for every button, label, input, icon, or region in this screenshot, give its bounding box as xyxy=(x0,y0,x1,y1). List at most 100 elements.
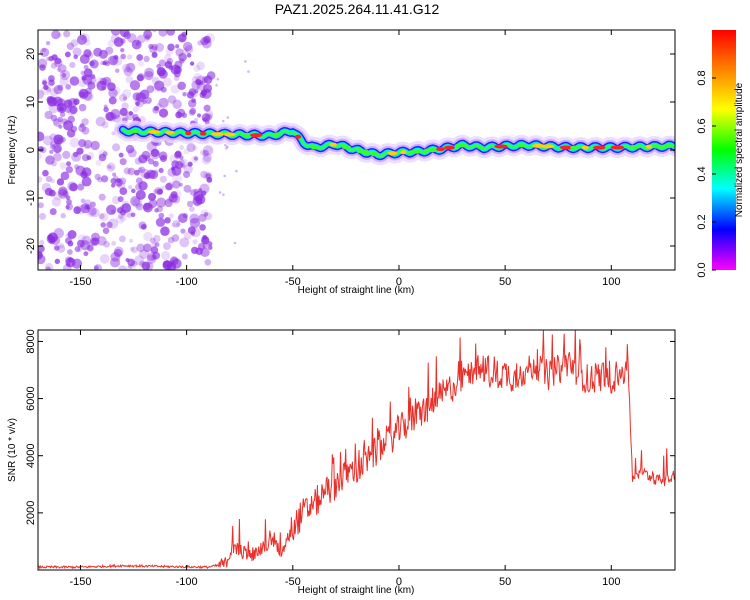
noise-speckle xyxy=(167,95,177,104)
signal-hotspot xyxy=(660,144,674,149)
signal-hotspot xyxy=(199,131,207,136)
noise-speckle xyxy=(96,235,107,246)
noise-speckle xyxy=(203,212,209,217)
noise-speckle xyxy=(167,43,175,51)
noise-speckle xyxy=(116,178,121,183)
noise-speckle xyxy=(59,162,67,170)
signal-hotspot xyxy=(400,150,407,155)
noise-speckle xyxy=(178,182,183,187)
noise-speckle xyxy=(69,61,76,69)
noise-speckle xyxy=(80,240,91,251)
noise-speckle xyxy=(130,246,138,254)
noise-speckle xyxy=(143,30,153,39)
signal-hotspot xyxy=(570,145,581,150)
noise-speckle xyxy=(135,101,140,106)
noise-speckle xyxy=(182,91,187,97)
noise-speckle xyxy=(63,30,71,38)
noise-speckle xyxy=(180,37,185,42)
noise-speckle xyxy=(104,61,110,67)
noise-speckle xyxy=(48,55,54,62)
noise-speckle xyxy=(177,81,186,91)
noise-speckle xyxy=(130,196,141,207)
noise-speckle xyxy=(134,157,143,165)
noise-speckle xyxy=(52,118,60,126)
noise-speckle xyxy=(169,154,179,164)
noise-speckle xyxy=(142,202,153,213)
noise-speckle xyxy=(150,148,160,157)
y-tick-label: -10 xyxy=(25,190,37,206)
noise-speckle xyxy=(136,74,144,82)
noise-speckle xyxy=(153,105,159,112)
noise-speckle xyxy=(170,84,180,94)
noise-speckle xyxy=(125,257,130,263)
noise-speckle xyxy=(90,207,100,218)
noise-speckle xyxy=(47,96,58,107)
noise-speckle xyxy=(175,111,183,119)
noise-speckle xyxy=(143,231,153,242)
noise-speckle xyxy=(143,172,151,180)
signal-hotspot xyxy=(423,148,438,153)
noise-speckle xyxy=(81,33,91,43)
noise-speckle xyxy=(148,43,154,50)
noise-speckle xyxy=(87,81,96,90)
noise-speckle xyxy=(152,106,160,114)
noise-speckle xyxy=(70,39,79,47)
noise-speckle xyxy=(158,30,168,37)
noise-speckle xyxy=(160,186,165,191)
noise-speckle xyxy=(135,189,146,200)
signal-hotspot xyxy=(408,149,422,154)
y-tick-label: 4000 xyxy=(25,443,37,467)
noise-speckle xyxy=(160,226,170,236)
colorbar-gradient xyxy=(712,30,736,270)
noise-speckle xyxy=(53,152,62,162)
spectrogram-marks xyxy=(38,30,675,270)
noise-speckle xyxy=(203,104,211,112)
noise-speckle xyxy=(53,145,62,154)
noise-speckle xyxy=(199,149,207,156)
signal-hotspot xyxy=(454,143,469,148)
noise-speckle xyxy=(73,98,80,105)
noise-speckle xyxy=(235,169,238,173)
noise-speckle xyxy=(221,119,225,123)
noise-speckle xyxy=(42,169,49,177)
noise-speckle xyxy=(192,145,198,151)
noise-speckle xyxy=(89,201,96,208)
noise-speckle xyxy=(77,183,85,191)
noise-speckle xyxy=(198,213,207,222)
noise-speckle xyxy=(147,252,157,262)
noise-speckle xyxy=(93,265,99,270)
x-tick-label: -150 xyxy=(69,276,91,288)
noise-speckle xyxy=(218,191,222,194)
noise-speckle xyxy=(143,55,150,63)
noise-speckle xyxy=(183,184,192,193)
signal-hotspot xyxy=(627,145,641,150)
noise-speckle xyxy=(106,162,116,172)
noise-speckle xyxy=(233,241,237,245)
noise-speckle xyxy=(65,83,72,90)
noise-speckle xyxy=(164,217,171,224)
noise-speckle xyxy=(158,97,169,109)
noise-speckle xyxy=(76,147,84,155)
noise-speckle xyxy=(75,205,86,215)
noise-speckle xyxy=(138,166,146,174)
noise-speckle xyxy=(178,162,185,169)
noise-speckle xyxy=(79,123,85,128)
noise-speckle xyxy=(111,183,116,188)
y-tick-label: 8000 xyxy=(25,329,37,353)
signal-hotspot xyxy=(223,132,236,137)
noise-speckle xyxy=(177,33,187,43)
signal-hotspot xyxy=(494,144,508,149)
noise-speckle xyxy=(84,39,91,46)
noise-speckle xyxy=(171,160,180,168)
noise-speckle xyxy=(113,54,119,60)
noise-speckle xyxy=(177,213,188,224)
signal-hotspot xyxy=(250,133,263,138)
noise-speckle xyxy=(216,77,220,81)
noise-speckle xyxy=(57,244,66,253)
noise-speckle xyxy=(62,150,71,159)
noise-speckle xyxy=(163,242,171,251)
signal-hotspot xyxy=(127,129,140,134)
noise-speckle xyxy=(102,76,112,86)
